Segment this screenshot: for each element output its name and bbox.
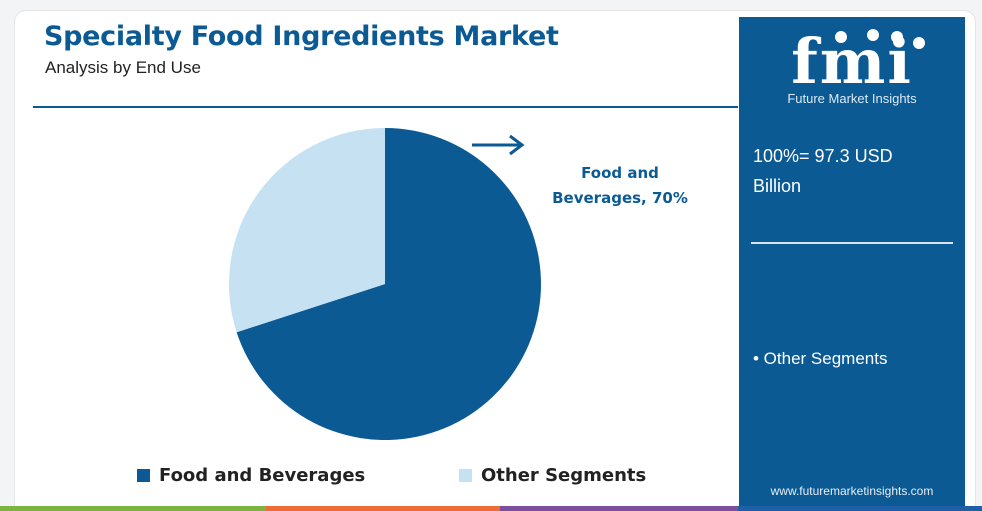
slice-callout: Food and Beverages, 70% [545,161,695,211]
logo-subtitle: Future Market Insights [787,91,917,106]
title-divider [33,106,738,108]
footer-segment [0,506,266,511]
logo-wordmark: fmi [791,25,913,89]
legend-label: Food and Beverages [159,465,366,486]
callout-line-2: Beverages, 70% [552,189,688,207]
website-link[interactable]: www.futuremarketinsights.com [770,484,934,498]
market-total-line-2: Billion [753,176,802,196]
footer-segment [500,506,738,511]
callout-line-1: Food and [581,164,659,182]
pie-slice-food-and-beverages [236,128,541,440]
legend-item-other-segments: Other Segments [459,465,646,486]
sidebar-divider [751,242,953,244]
legend-label: Other Segments [481,465,647,486]
fmi-logo: fmi [791,25,925,89]
pie-chart [228,128,541,440]
pie-slice-other-segments [228,128,385,333]
footer-segment [738,506,982,511]
chart-subtitle: Analysis by End Use [45,58,201,77]
chart-title: Specialty Food Ingredients Market [44,21,559,52]
market-total-line-1: 100%= 97.3 USD [753,146,893,166]
footer-color-bar [0,506,982,511]
footer-segment [266,506,500,511]
legend-swatch [137,469,150,482]
legend-item-food-beverages: Food and Beverages [137,465,365,486]
arrow-right-icon [472,134,525,156]
market-total: 100%= 97.3 USD Billion [753,141,953,201]
info-sidebar: fmi Future Market Insights 100%= 97.3 US… [739,17,965,510]
legend-swatch [459,469,472,482]
sidebar-note: • Other Segments [753,349,888,368]
chart-card: Specialty Food Ingredients Market Analys… [14,10,976,511]
